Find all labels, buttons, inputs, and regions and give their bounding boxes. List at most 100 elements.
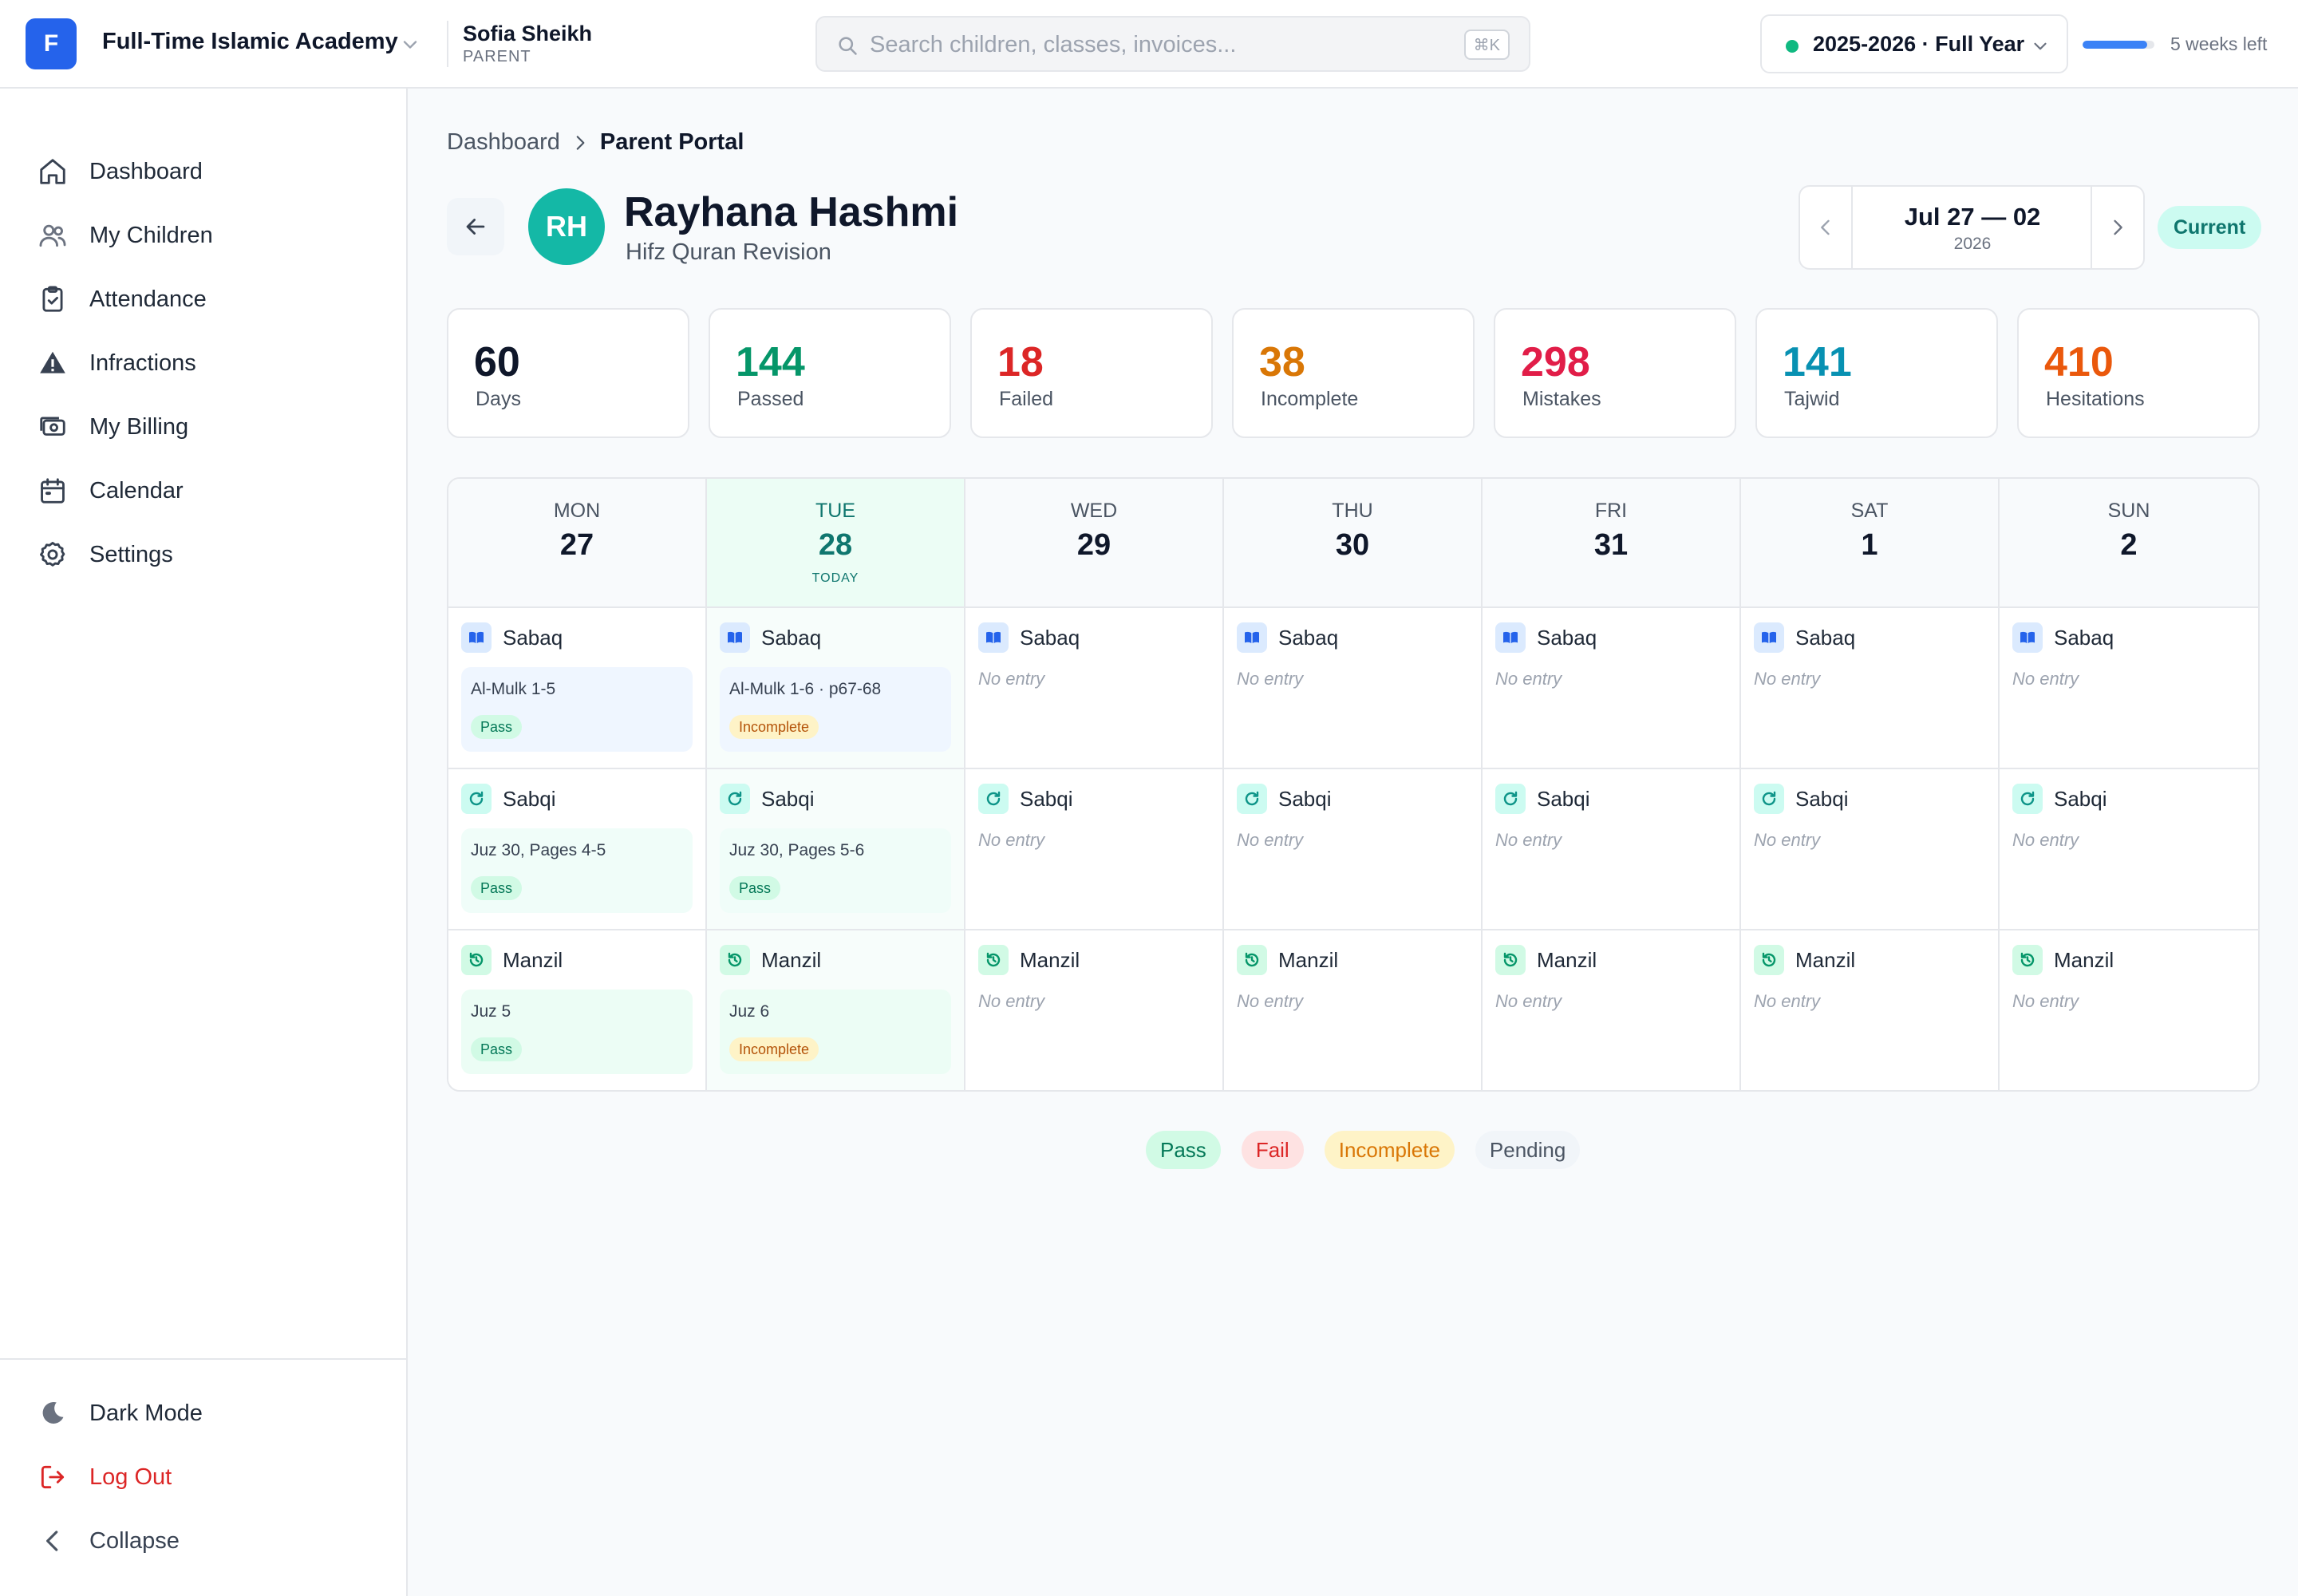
sidebar-item-settings[interactable]: Settings — [19, 526, 388, 583]
sidebar-item-billing[interactable]: My Billing — [19, 398, 388, 456]
breadcrumb-dashboard-link[interactable]: Dashboard — [447, 129, 560, 155]
student-name: Rayhana Hashmi — [624, 189, 959, 235]
cell-title: Sabaq — [1020, 625, 1080, 650]
previous-week-button[interactable] — [1800, 187, 1853, 268]
schedule-cell-sabaq[interactable]: Sabaq No entry — [2000, 608, 2258, 769]
week-navigator: Jul 27 — 02 2026 — [1799, 185, 2145, 270]
today-label: TODAY — [811, 571, 859, 585]
no-entry-label: No entry — [1754, 991, 1821, 1011]
schedule-cell-sabqi[interactable]: Sabqi No entry — [965, 769, 1224, 930]
academic-year-select[interactable]: 2025-2026 · Full Year — [1760, 14, 2068, 73]
stat-label: Passed — [737, 388, 804, 410]
status-badge: Pass — [471, 1037, 523, 1061]
sidebar-item-infractions[interactable]: Infractions — [19, 334, 388, 392]
sidebar-item-my-children[interactable]: My Children — [19, 207, 388, 264]
sidebar-item-label: Calendar — [89, 477, 184, 504]
week-range: Jul 27 — 02 — [1904, 203, 2041, 231]
schedule-cell-manzil[interactable]: Manzil No entry — [1483, 930, 1741, 1090]
dark-mode-toggle[interactable]: Dark Mode — [19, 1385, 388, 1442]
no-entry-label: No entry — [2012, 991, 2079, 1011]
legend-pending: Pending — [1475, 1131, 1581, 1169]
chevron-down-icon[interactable] — [399, 34, 421, 56]
lesson-entry[interactable]: Juz 30, Pages 5-6 Pass — [720, 828, 951, 913]
stat-card-incomplete: 38 Incomplete — [1232, 308, 1475, 438]
schedule-cell-sabqi[interactable]: Sabqi No entry — [1224, 769, 1483, 930]
cell-header: Sabaq — [1237, 622, 1338, 653]
cell-title: Sabqi — [761, 786, 815, 811]
breadcrumb-current: Parent Portal — [599, 129, 744, 155]
next-week-button[interactable] — [2091, 187, 2143, 268]
day-number: 2 — [2120, 528, 2138, 562]
cell-header: Sabqi — [1237, 784, 1332, 814]
lesson-entry[interactable]: Juz 5 Pass — [461, 990, 693, 1074]
status-legend: Pass Fail Incomplete Pending — [1146, 1131, 1581, 1169]
history-icon — [1754, 945, 1784, 975]
schedule-cell-sabaq[interactable]: Sabaq Al-Mulk 1-6 · p67-68 Incomplete — [707, 608, 965, 769]
lesson-entry[interactable]: Al-Mulk 1-5 Pass — [461, 667, 693, 752]
cell-header: Manzil — [2012, 945, 2114, 975]
lesson-entry[interactable]: Juz 6 Incomplete — [720, 990, 951, 1074]
logout-button[interactable]: Log Out — [19, 1448, 388, 1506]
sidebar-item-label: Settings — [89, 541, 173, 567]
no-entry-label: No entry — [1237, 669, 1304, 689]
sidebar-item-calendar[interactable]: Calendar — [19, 462, 388, 519]
schedule-cell-sabqi[interactable]: Sabqi Juz 30, Pages 5-6 Pass — [707, 769, 965, 930]
schedule-cell-sabqi[interactable]: Sabqi No entry — [1741, 769, 2000, 930]
sidebar-item-dashboard[interactable]: Dashboard — [19, 143, 388, 200]
no-entry-label: No entry — [1495, 669, 1562, 689]
sidebar-item-label: Infractions — [89, 350, 196, 376]
day-name: THU — [1332, 500, 1373, 522]
cell-title: Manzil — [1537, 947, 1597, 972]
cell-header: Manzil — [1495, 945, 1597, 975]
lesson-text: Juz 5 — [471, 1002, 511, 1021]
week-schedule-grid: MON 27 TUE 28 TODAY WED 29 THU 30 FRI 31 SAT 1 SUN 2 Sa… — [447, 477, 2260, 1092]
schedule-cell-sabqi[interactable]: Sabqi No entry — [2000, 769, 2258, 930]
org-switcher-label[interactable]: Full-Time Islamic Academy — [102, 29, 398, 54]
day-name: MON — [553, 500, 601, 522]
stat-card-days: 60 Days — [447, 308, 689, 438]
history-icon — [978, 945, 1009, 975]
stat-label: Incomplete — [1261, 388, 1359, 410]
status-badge: Pass — [471, 715, 523, 739]
refresh-icon — [2012, 784, 2043, 814]
cell-header: Sabaq — [720, 622, 821, 653]
stat-label: Days — [476, 388, 521, 410]
global-search[interactable]: ⌘K — [815, 16, 1530, 72]
collapse-sidebar-button[interactable]: Collapse — [19, 1512, 388, 1570]
day-header: TUE 28 TODAY — [707, 479, 965, 608]
no-entry-label: No entry — [1754, 669, 1821, 689]
lesson-entry[interactable]: Al-Mulk 1-6 · p67-68 Incomplete — [720, 667, 951, 752]
stat-label: Mistakes — [1522, 388, 1601, 410]
legend-incomplete: Incomplete — [1324, 1131, 1455, 1169]
schedule-cell-manzil[interactable]: Manzil Juz 6 Incomplete — [707, 930, 965, 1090]
lesson-entry[interactable]: Juz 30, Pages 4-5 Pass — [461, 828, 693, 913]
back-button[interactable] — [447, 198, 504, 255]
schedule-cell-sabaq[interactable]: Sabaq No entry — [1741, 608, 2000, 769]
current-week-badge[interactable]: Current — [2158, 206, 2262, 249]
schedule-cell-sabaq[interactable]: Sabaq Al-Mulk 1-5 Pass — [448, 608, 707, 769]
user-name: Sofia Sheikh — [463, 22, 593, 45]
schedule-cell-manzil[interactable]: Manzil No entry — [1224, 930, 1483, 1090]
schedule-cell-manzil[interactable]: Manzil Juz 5 Pass — [448, 930, 707, 1090]
schedule-cell-manzil[interactable]: Manzil No entry — [2000, 930, 2258, 1090]
schedule-cell-sabaq[interactable]: Sabaq No entry — [1224, 608, 1483, 769]
schedule-cell-sabqi[interactable]: Sabqi Juz 30, Pages 4-5 Pass — [448, 769, 707, 930]
cell-title: Sabqi — [2054, 786, 2107, 811]
cell-title: Sabqi — [1537, 786, 1590, 811]
arrow-left-icon — [466, 219, 485, 235]
stat-card-passed: 144 Passed — [709, 308, 951, 438]
schedule-cell-manzil[interactable]: Manzil No entry — [965, 930, 1224, 1090]
schedule-cell-sabaq[interactable]: Sabaq No entry — [965, 608, 1224, 769]
schedule-cell-sabqi[interactable]: Sabqi No entry — [1483, 769, 1741, 930]
schedule-cell-sabaq[interactable]: Sabaq No entry — [1483, 608, 1741, 769]
schedule-cell-manzil[interactable]: Manzil No entry — [1741, 930, 2000, 1090]
stat-value: 38 — [1259, 339, 1305, 385]
sidebar-item-attendance[interactable]: Attendance — [19, 271, 388, 328]
stat-value: 60 — [474, 339, 520, 385]
search-input[interactable] — [870, 27, 1428, 62]
stat-label: Failed — [999, 388, 1054, 410]
top-bar: F Full-Time Islamic Academy Sofia Sheikh… — [0, 0, 2298, 89]
cell-title: Manzil — [1278, 947, 1339, 972]
org-logo[interactable]: F — [26, 18, 77, 69]
cell-header: Manzil — [1237, 945, 1338, 975]
